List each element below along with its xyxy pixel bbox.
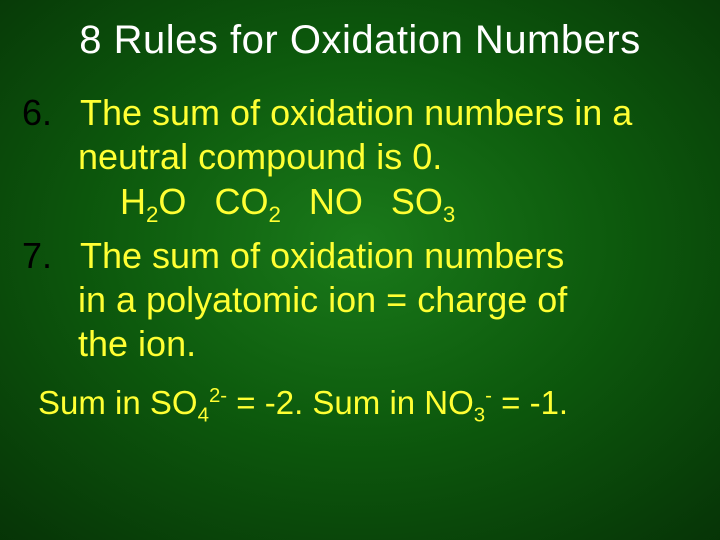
slide-title: 8 Rules for Oxidation Numbers <box>20 18 700 63</box>
rule-6-block: 6. The sum of oxidation numbers in a neu… <box>20 91 700 224</box>
rule-6-number: 6. <box>20 92 80 134</box>
rule-7-number: 7. <box>20 235 80 277</box>
rule-6-text2: neutral compound is 0. <box>78 135 700 179</box>
formula-co2: CO2 <box>214 179 280 224</box>
footer-equations: Sum in SO42- = -2. Sum in NO3- = -1. <box>38 384 700 422</box>
rule-7-text3: the ion. <box>78 322 700 366</box>
rule-7-text1: The sum of oxidation numbers <box>80 234 564 278</box>
rule-7-line1: 7. The sum of oxidation numbers <box>20 234 700 278</box>
sum-so4: Sum in SO42- = -2. <box>38 384 312 421</box>
formula-so3: SO3 <box>391 179 455 224</box>
slide-container: 8 Rules for Oxidation Numbers 6. The sum… <box>0 0 720 540</box>
formula-h2o: H2O <box>120 179 186 224</box>
rule-6-text1: The sum of oxidation numbers in a <box>80 91 632 135</box>
rule-7-block: 7. The sum of oxidation numbers in a pol… <box>20 234 700 366</box>
rule-6-line1: 6. The sum of oxidation numbers in a <box>20 91 700 135</box>
formula-no: NO <box>309 179 363 224</box>
rule-7-text2: in a polyatomic ion = charge of <box>78 278 700 322</box>
sum-no3: Sum in NO3- = -1. <box>312 384 568 421</box>
rule-6-formulas: H2O CO2 NO SO3 <box>120 179 700 224</box>
